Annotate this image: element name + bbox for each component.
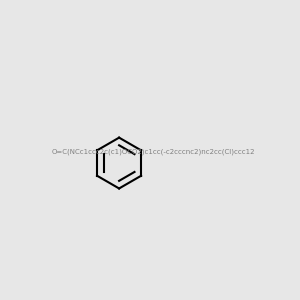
Text: O=C(NCc1ccc2c(c1)OCO2)c1cc(-c2cccnc2)nc2cc(Cl)ccc12: O=C(NCc1ccc2c(c1)OCO2)c1cc(-c2cccnc2)nc2… <box>52 148 256 155</box>
